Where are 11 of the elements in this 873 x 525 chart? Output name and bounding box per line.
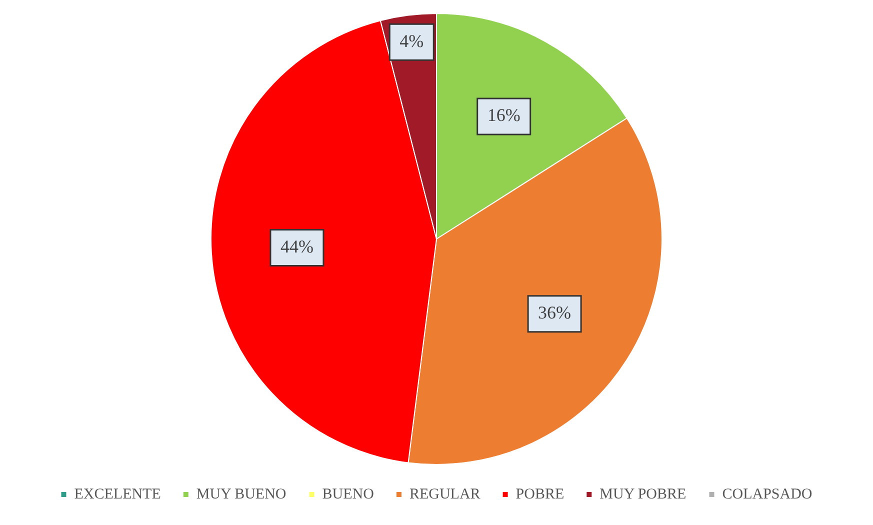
legend-label: POBRE bbox=[516, 486, 564, 502]
data-label: 36% bbox=[538, 302, 572, 323]
legend-label: BUENO bbox=[322, 486, 374, 502]
data-label: 44% bbox=[280, 236, 314, 257]
legend-label: COLAPSADO bbox=[722, 486, 812, 502]
legend-label: MUY BUENO bbox=[196, 486, 286, 502]
data-label: 4% bbox=[400, 30, 424, 51]
legend-label: EXCELENTE bbox=[74, 486, 161, 502]
legend-label: MUY POBRE bbox=[600, 486, 686, 502]
legend-label: REGULAR bbox=[409, 486, 480, 502]
data-label: 16% bbox=[487, 105, 520, 126]
